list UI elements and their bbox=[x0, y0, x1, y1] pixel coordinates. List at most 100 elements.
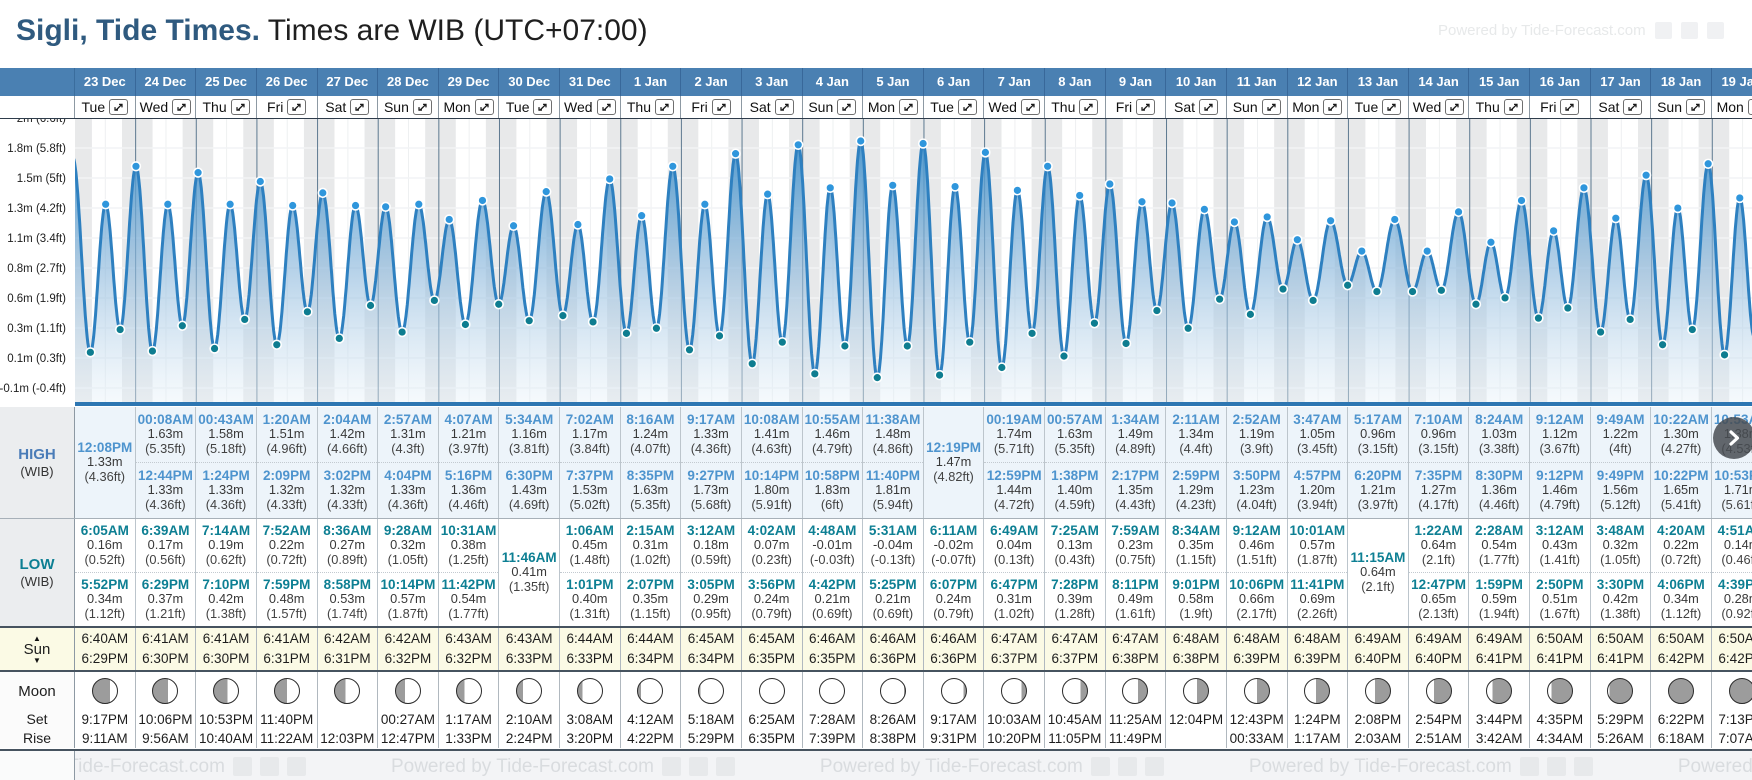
expand-day-button[interactable] bbox=[1503, 99, 1523, 115]
expand-day-button[interactable] bbox=[837, 99, 857, 115]
watermark-icon bbox=[1546, 757, 1566, 776]
watermark-icon bbox=[1706, 22, 1724, 39]
expand-icon bbox=[1450, 103, 1459, 111]
low-tide-height-ft: (1.05ft) bbox=[387, 551, 429, 567]
weekday-cell: Fri bbox=[1530, 96, 1591, 118]
weekday-cell: Fri bbox=[257, 96, 318, 118]
tide-entry: 1:20AM 1.51m (4.96ft) bbox=[257, 407, 317, 462]
expand-day-button[interactable] bbox=[533, 99, 553, 115]
expand-day-button[interactable] bbox=[172, 99, 192, 115]
weekday-cell: Mon bbox=[439, 96, 500, 118]
high-tide-point bbox=[1074, 190, 1085, 201]
low-tide-time: 1:22AM bbox=[1414, 522, 1463, 538]
low-tide-time: 3:12AM bbox=[687, 522, 736, 538]
expand-day-button[interactable] bbox=[350, 99, 370, 115]
low-tide-point bbox=[557, 310, 569, 321]
moon-phase-cell bbox=[621, 672, 682, 710]
expand-day-button[interactable] bbox=[1747, 99, 1752, 115]
date-header-spacer bbox=[0, 68, 75, 96]
tide-entry: 4:48AM -0.01m (-0.03ft) bbox=[803, 519, 863, 572]
low-tide-time: 12:47PM bbox=[1411, 576, 1466, 592]
expand-day-button[interactable] bbox=[655, 99, 674, 115]
moon-rise-cell: 9:11AM bbox=[75, 729, 136, 748]
low-tide-time: 7:59PM bbox=[263, 576, 311, 592]
tide-entry: 4:51AM0.14m(0.46ft) bbox=[1712, 519, 1752, 572]
expand-day-button[interactable] bbox=[1686, 99, 1706, 115]
sunset-time: 6:36PM bbox=[869, 651, 917, 666]
expand-day-button[interactable] bbox=[1261, 99, 1281, 115]
expand-day-button[interactable] bbox=[1445, 99, 1465, 115]
tide-entry: 5:17AM 0.96m (3.15ft) bbox=[1348, 407, 1408, 462]
expand-day-button[interactable] bbox=[1136, 99, 1156, 115]
low-tide-height-m: 0.37m bbox=[147, 591, 184, 607]
tide-cell: 9:12AM 1.12m (3.67ft) 9:12PM 1.46m (4.79ft) bbox=[1530, 407, 1591, 518]
chart-baseline bbox=[75, 402, 1752, 406]
expand-day-button[interactable] bbox=[1079, 99, 1099, 115]
high-tide-point bbox=[1516, 195, 1527, 206]
expand-day-button[interactable] bbox=[774, 99, 794, 115]
watermark-icon bbox=[1573, 757, 1593, 776]
low-tide-height-m: 0.27m bbox=[329, 537, 366, 553]
moon-phase-icon bbox=[698, 678, 725, 704]
moon-rise-cell: 9:31PM bbox=[924, 729, 985, 748]
expand-day-button[interactable] bbox=[412, 99, 432, 115]
tide-entry: 6:05AM 0.16m (0.52ft) bbox=[75, 519, 135, 572]
moon-set-cell: 2:08PM bbox=[1348, 710, 1409, 729]
weekday-cell: Sat bbox=[1591, 96, 1652, 118]
rise-row-label: Rise bbox=[0, 729, 75, 748]
low-tide-height-m: 0.41m bbox=[511, 564, 547, 580]
expand-day-button[interactable] bbox=[1323, 99, 1343, 115]
low-tide-height-m: 0.34m bbox=[87, 591, 123, 607]
high-tide-height-m: 1.34m bbox=[1178, 426, 1214, 442]
tide-cell: 10:01AM 0.57m (1.87ft) 11:41PM 0.69m (2.26ft) bbox=[1287, 519, 1349, 626]
high-tide-point bbox=[572, 219, 584, 230]
expand-day-button[interactable] bbox=[957, 99, 977, 115]
expand-day-button[interactable] bbox=[711, 99, 731, 115]
expand-day-button[interactable] bbox=[287, 99, 307, 115]
high-tide-height-m: 1.32m bbox=[268, 482, 305, 498]
tide-entry: 8:24AM 1.03m (3.38ft) bbox=[1469, 407, 1529, 462]
expand-day-button[interactable] bbox=[1560, 99, 1580, 115]
sun-times-cell: 6:41AM 6:30PM bbox=[136, 628, 197, 670]
expand-day-button[interactable] bbox=[1382, 99, 1402, 115]
high-tide-height-m: 1.56m bbox=[1602, 482, 1639, 498]
low-tide-height-ft: (1.77ft) bbox=[448, 605, 489, 621]
low-tide-time: 6:07PM bbox=[929, 576, 978, 592]
moon-phase-icon bbox=[1668, 678, 1695, 704]
expand-day-button[interactable] bbox=[230, 99, 250, 115]
low-tide-point bbox=[1562, 302, 1574, 314]
high-tide-point bbox=[1610, 212, 1622, 224]
expand-day-button[interactable] bbox=[1020, 99, 1040, 115]
high-tide-point bbox=[793, 139, 804, 150]
moon-phase-cell bbox=[1469, 672, 1530, 710]
low-tide-height-m: 0.28m bbox=[1723, 591, 1752, 607]
high-tide-height-ft: (5.12ft) bbox=[1600, 496, 1641, 512]
high-tide-height-m: 1.33m bbox=[693, 426, 729, 442]
moon-phase-icon bbox=[1425, 678, 1452, 704]
expand-day-button[interactable] bbox=[596, 99, 616, 115]
expand-day-button[interactable] bbox=[474, 99, 494, 115]
powered-by-watermark: Powered by Tide-Forecast.com bbox=[1249, 756, 1593, 778]
expand-day-button[interactable] bbox=[899, 99, 919, 115]
tide-chart: 2m (6.6ft) 1.8m (5.8ft) 1.5m (5ft) 1.3m (4.… bbox=[0, 113, 1752, 406]
low-label: LOW bbox=[19, 555, 55, 573]
sunset-time: 6:34PM bbox=[687, 651, 735, 666]
high-tide-height-m: 1.32m bbox=[329, 482, 366, 498]
expand-day-button[interactable] bbox=[1199, 99, 1219, 115]
moon-phase-cell bbox=[1409, 672, 1470, 710]
expand-day-button[interactable] bbox=[1623, 99, 1643, 115]
low-tide-point bbox=[996, 362, 1008, 373]
low-unit-label: (WIB) bbox=[20, 573, 54, 589]
next-days-button[interactable] bbox=[1713, 417, 1752, 459]
high-tide-time: 7:37PM bbox=[566, 467, 614, 483]
sunrise-time: 6:44AM bbox=[627, 631, 674, 646]
high-tide-time: 9:49PM bbox=[1596, 467, 1645, 483]
date-header-cell: 2 Jan bbox=[681, 68, 742, 96]
high-tide-point bbox=[541, 186, 552, 197]
moon-set-row: Set 9:17PM 10:06PM 10:53PM 11:40PM 00:27AM 1:… bbox=[0, 710, 1752, 729]
high-unit-label: (WIB) bbox=[20, 463, 54, 479]
sunset-time: 6:31PM bbox=[263, 651, 310, 666]
low-tide-height-m: 0.35m bbox=[632, 591, 669, 607]
tide-entry: 2:11AM 1.34m (4.4ft) bbox=[1166, 407, 1226, 462]
expand-day-button[interactable] bbox=[109, 99, 129, 115]
